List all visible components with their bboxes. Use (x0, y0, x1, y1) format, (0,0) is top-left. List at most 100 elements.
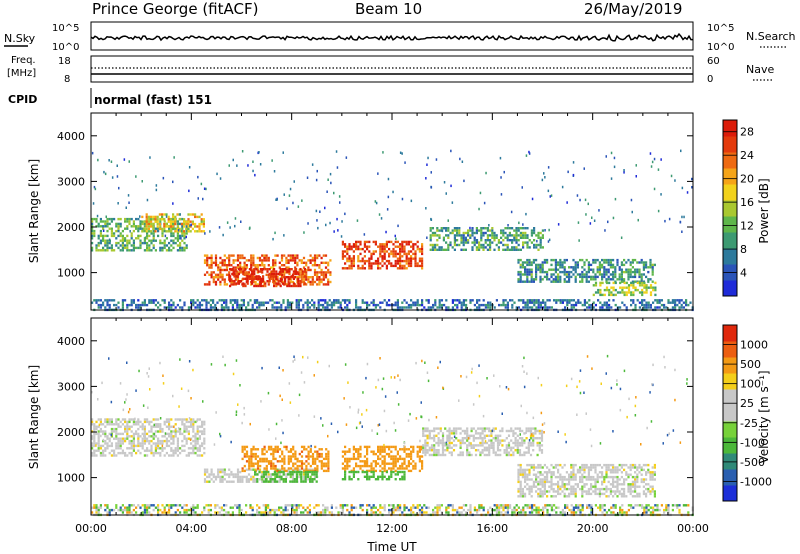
scatter-cell (498, 506, 501, 509)
scatter-cell (421, 257, 424, 260)
scatter-cell (258, 506, 261, 509)
scatter-cell (181, 432, 184, 436)
scatter-cell (174, 435, 177, 438)
scatter-cell (399, 151, 402, 154)
scatter-cell (191, 213, 194, 216)
scatter-cell (625, 281, 628, 285)
scatter-cell (489, 243, 492, 247)
scatter-cell (489, 248, 492, 251)
scatter-cell (296, 467, 299, 470)
scatter-cell (517, 229, 520, 232)
scatter-cell (564, 506, 567, 509)
scatter-cell (335, 506, 338, 509)
scatter-cell (372, 460, 375, 463)
scatter-cell (183, 230, 186, 233)
scatter-cell (293, 480, 296, 483)
scatter-cell (206, 480, 209, 483)
scatter-cell (326, 303, 329, 307)
scatter-cell (248, 460, 251, 463)
scatter-cell (168, 432, 171, 436)
scatter-cell (309, 475, 312, 479)
scatter-cell (241, 266, 244, 269)
scatter-cell (603, 504, 606, 507)
scatter-cell (513, 508, 516, 512)
scatter-cell (258, 264, 262, 267)
scatter-cell (176, 303, 179, 307)
scatter-cell (412, 247, 415, 251)
scatter-cell (345, 156, 348, 159)
scatter-cell (248, 275, 251, 278)
scatter-band (341, 470, 406, 481)
scatter-cell (158, 213, 161, 216)
scatter-cell (300, 261, 303, 264)
scatter-cell (91, 232, 94, 235)
scatter-cell (363, 250, 366, 253)
scatter-cell (189, 230, 192, 233)
scatter-cell (281, 268, 284, 271)
scatter-cell (265, 273, 268, 276)
scatter-cell (469, 508, 472, 512)
scatter-cell (157, 437, 160, 440)
scatter-cell (515, 236, 518, 239)
scatter-cell (192, 425, 195, 428)
scatter-cell (388, 452, 391, 456)
scatter-cell (316, 219, 318, 222)
scatter-cell (172, 435, 175, 438)
scatter-cell (201, 423, 204, 426)
scatter-cell (295, 470, 298, 474)
scatter-cell (379, 301, 382, 304)
scatter-cell (361, 504, 364, 507)
scatter-cell (231, 299, 234, 302)
scatter-cell (634, 288, 637, 292)
scatter-cell (196, 454, 199, 457)
scatter-cell (374, 243, 377, 246)
scatter-cell (194, 444, 197, 448)
scatter-cell (438, 236, 441, 239)
scatter-cell (504, 227, 507, 230)
scatter-cell (645, 508, 648, 512)
scatter-cell (647, 270, 650, 274)
scatter-cell (552, 268, 555, 271)
scatter-cell (246, 272, 249, 276)
scatter-cell (299, 268, 302, 271)
scatter-cell (192, 451, 195, 455)
scatter-cell (445, 511, 448, 514)
scatter-cell (254, 280, 257, 284)
scatter-cell (522, 299, 525, 302)
scatter-cell (289, 448, 293, 451)
scatter-cell (143, 220, 146, 223)
scatter-cell (289, 470, 292, 474)
scatter-cell (396, 467, 399, 470)
scatter-cell (374, 200, 377, 203)
scatter-cell (643, 286, 646, 289)
scatter-cell (475, 231, 478, 235)
scatter-cell (313, 273, 317, 276)
scatter-cell (183, 425, 186, 428)
scatter-cell (524, 270, 527, 274)
scatter-cell (467, 234, 470, 237)
scatter-cell (381, 467, 384, 470)
scatter-cell (519, 227, 522, 230)
scatter-cell (597, 506, 600, 509)
scatter-cell (530, 275, 533, 279)
scatter-cell (447, 236, 450, 239)
scatter-cell (654, 306, 657, 309)
scatter-cell (311, 280, 314, 284)
scatter-cell (357, 264, 360, 268)
scatter-cell (93, 432, 96, 436)
scatter-cell (381, 445, 384, 449)
scatter-cell (374, 511, 377, 514)
scatter-cell (656, 506, 659, 509)
scatter-cell (314, 457, 317, 461)
scatter-cell (559, 299, 562, 302)
scatter-cell (533, 246, 536, 249)
scatter-cell (202, 197, 204, 201)
scatter-cell (159, 423, 162, 426)
scatter-cell (352, 448, 355, 451)
scatter-cell (219, 256, 222, 260)
scatter-cell (165, 225, 168, 228)
scatter-cell (176, 222, 179, 226)
colorbar-segment (723, 216, 737, 233)
scatter-cell (102, 432, 105, 436)
scatter-cell (234, 504, 237, 507)
